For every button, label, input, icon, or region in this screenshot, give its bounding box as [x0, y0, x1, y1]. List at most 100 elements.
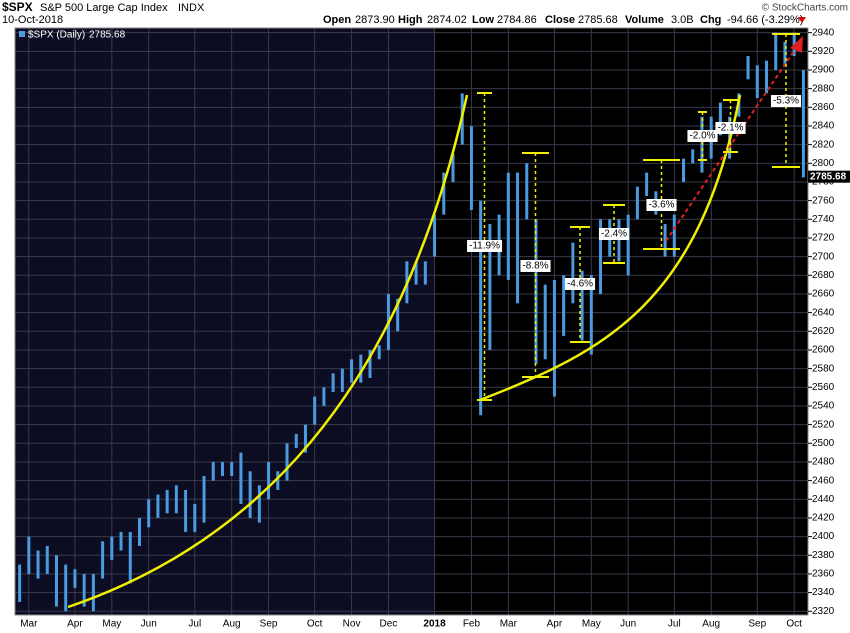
close-label: Close: [545, 14, 575, 26]
hl-bar: [211, 461, 215, 481]
drawdown-label: -8.8%: [522, 261, 548, 272]
y-tick-label: 2580: [812, 363, 835, 374]
hl-bar: [165, 489, 169, 514]
axis-bg: [0, 615, 850, 633]
hl-bar: [469, 125, 473, 210]
hl-bar: [488, 223, 492, 350]
plot-frame: [14, 27, 809, 616]
hl-bar: [267, 461, 271, 500]
hl-bar: [755, 65, 759, 98]
hl-bar: [276, 471, 280, 490]
y-tick-label: 2480: [812, 457, 835, 468]
overlay: [67, 36, 803, 609]
hl-bar: [682, 158, 686, 182]
drawdown-label: -2.4%: [601, 229, 627, 240]
y-tick-label: 2560: [812, 382, 835, 393]
legend-swatch: [19, 31, 25, 37]
hl-bar: [257, 485, 261, 523]
y-tick-label: 2760: [812, 195, 835, 206]
x-tick-label: Dec: [380, 619, 398, 630]
hl-bar: [543, 284, 547, 360]
chg: -94.66 (-3.29%): [727, 14, 803, 26]
x-tick-label: Mar: [500, 619, 518, 630]
hl-bar: [128, 531, 132, 584]
hl-bar: [36, 550, 40, 579]
last-price-label: 2785.68: [810, 171, 847, 182]
drawdown-label-bg: [564, 278, 596, 290]
hl-bar: [617, 219, 621, 262]
y-tick-label: 2620: [812, 326, 835, 337]
hl-bar: [442, 172, 446, 215]
hl-bar: [663, 223, 667, 257]
x-tick-label: Jul: [188, 619, 201, 630]
open-label: Open: [323, 14, 351, 26]
high: 2874.02: [427, 14, 467, 26]
hl-bar: [359, 354, 363, 383]
drawdown-label-bg: [687, 130, 718, 142]
hl-bar: [368, 349, 372, 378]
y-tick-label: 2720: [812, 233, 835, 244]
hl-bar: [230, 461, 234, 476]
x-tick-label: Oct: [307, 619, 323, 630]
symbol: $SPX: [2, 0, 33, 14]
x-tick-label: Jul: [668, 619, 681, 630]
hl-bar: [746, 55, 750, 80]
y-tick-label: 2940: [812, 27, 835, 38]
hl-bar: [525, 163, 529, 220]
hl-bar: [562, 275, 566, 336]
hl-bar: [101, 541, 105, 579]
hl-bar: [414, 261, 418, 285]
hl-bar: [718, 102, 722, 136]
hl-bar: [64, 564, 68, 612]
x-tick-label: Sep: [260, 619, 278, 630]
support-curve: [479, 94, 742, 402]
hl-bar: [599, 219, 603, 294]
y-tick-label: 2700: [812, 251, 835, 262]
hl-bar: [396, 298, 400, 332]
trend-line: [665, 47, 797, 242]
low-label: Low: [472, 14, 494, 26]
hl-bar: [451, 153, 455, 182]
y-tick-label: 2400: [812, 531, 835, 542]
hl-bar: [580, 270, 584, 341]
y-tick-label: 2920: [812, 46, 835, 57]
x-tick-label: Sep: [748, 619, 766, 630]
x-tick-label: Nov: [343, 619, 361, 630]
drawdown-label: -11.9%: [469, 241, 500, 252]
y-tick-label: 2740: [812, 214, 835, 225]
hl-bar: [82, 573, 86, 607]
hl-bar: [156, 494, 160, 518]
hl-bar: [27, 536, 31, 574]
hl-bar: [350, 359, 354, 383]
x-tick-label: Feb: [463, 619, 481, 630]
support-curve: [67, 94, 469, 609]
x-tick-label: Aug: [223, 619, 241, 630]
drawdown-label-bg: [467, 240, 502, 252]
hl-bar: [119, 531, 123, 551]
y-tick-label: 2360: [812, 569, 835, 580]
drawdown-label-bg: [646, 199, 677, 211]
x-tick-label: Mar: [20, 619, 38, 630]
name: S&P 500 Large Cap Index: [40, 2, 168, 14]
hl-bar: [220, 461, 224, 476]
y-tick-label: 2340: [812, 587, 835, 598]
hl-bar: [331, 373, 335, 392]
axes: 2320 2340 2360 2380 2400 2420 2440 2460 2480 2500…: [20, 27, 850, 630]
hl-bar: [626, 214, 630, 276]
y-tick-label: 2320: [812, 606, 835, 617]
y-tick-label: 2380: [812, 550, 835, 561]
hl-bar: [322, 387, 326, 406]
x-tick-label: Aug: [702, 619, 720, 630]
drawdown-label: -3.6%: [648, 200, 674, 211]
hl-bar: [552, 279, 556, 397]
drawdown-label: -2.1%: [717, 123, 743, 134]
drawdown-label-bg: [715, 122, 746, 134]
hl-bar: [239, 452, 243, 504]
hl-bar: [45, 545, 49, 574]
hl-bar: [571, 242, 575, 304]
brackets: -11.9% -8.8% -4.6% -2.4% -3.6% -2.0%-2.1% -5.3…: [467, 33, 802, 401]
legend-value: 2785.68: [89, 30, 126, 41]
hl-bar: [110, 536, 114, 560]
last-price-box: [808, 170, 850, 183]
